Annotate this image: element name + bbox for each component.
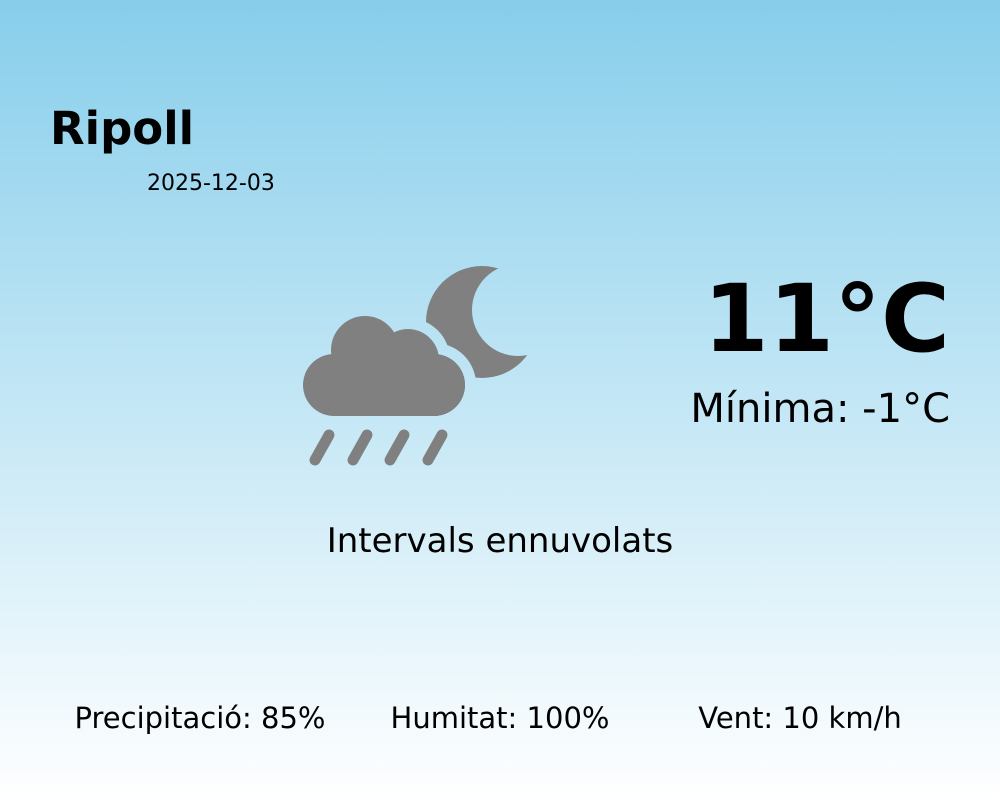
rain-icon — [309, 429, 448, 466]
wind-stat: Vent: 10 km/h — [698, 701, 902, 735]
precipitation-stat: Precipitació: 85% — [74, 701, 326, 735]
humidity-stat: Humitat: 100% — [390, 701, 610, 735]
minimum-temperature: Mínima: -1°C — [690, 386, 950, 432]
city-name: Ripoll — [50, 102, 195, 155]
cloud-icon — [303, 316, 465, 416]
weather-condition: Intervals ennuvolats — [326, 521, 674, 561]
current-temperature: 11°C — [703, 265, 950, 374]
forecast-date: 2025-12-03 — [147, 171, 275, 196]
moon-icon — [426, 266, 538, 378]
